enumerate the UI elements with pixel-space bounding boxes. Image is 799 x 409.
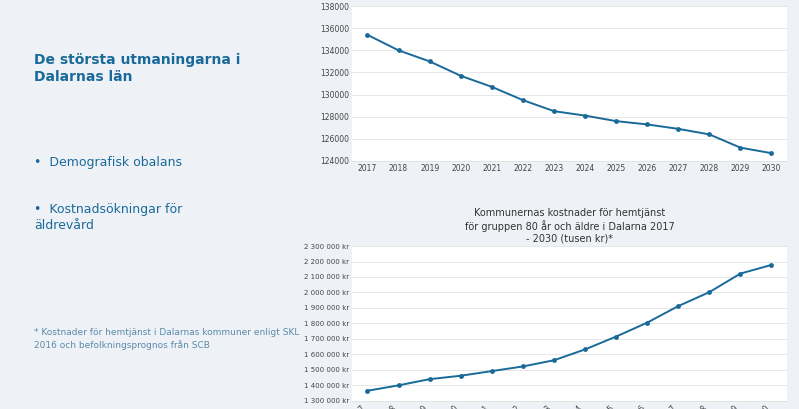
Title: Kommunernas kostnader för hemtjänst
för gruppen 80 år och äldre i Dalarna 2017
-: Kommunernas kostnader för hemtjänst för … [464, 209, 674, 244]
Text: •  Kostnadsökningar för
äldrevård: • Kostnadsökningar för äldrevård [34, 203, 183, 232]
Text: •  Demografisk obalans: • Demografisk obalans [34, 156, 182, 169]
Text: De största utmaningarna i
Dalarnas län: De största utmaningarna i Dalarnas län [34, 54, 240, 84]
Text: * Kostnader för hemtjänst i Dalarnas kommuner enligt SKL
2016 och befolkningspro: * Kostnader för hemtjänst i Dalarnas kom… [34, 328, 300, 350]
